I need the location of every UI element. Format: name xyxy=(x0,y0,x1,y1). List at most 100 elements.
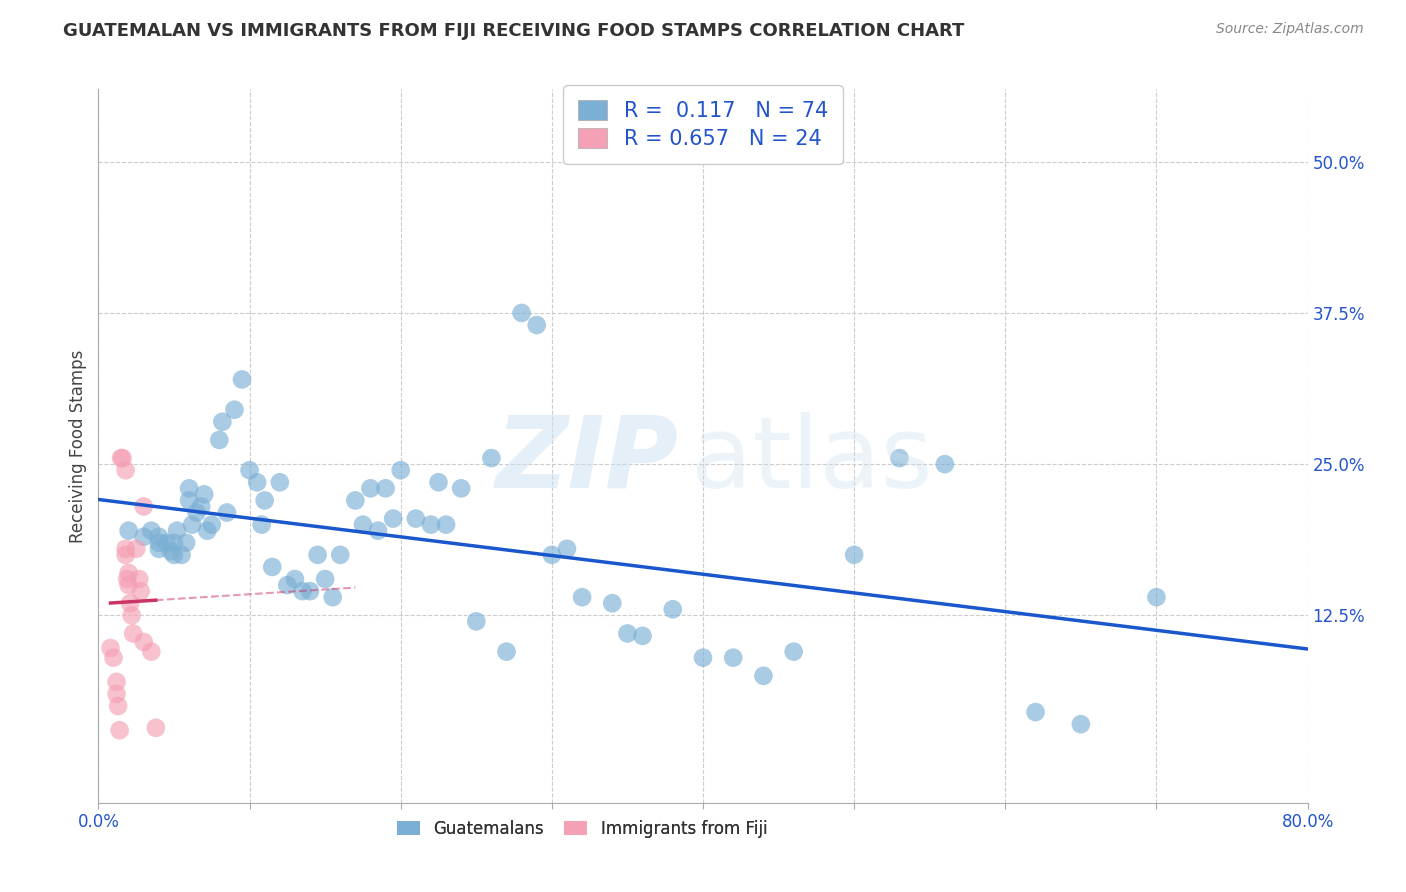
Point xyxy=(284,572,307,586)
Point xyxy=(571,590,593,604)
Point xyxy=(111,451,134,466)
Point xyxy=(382,511,405,525)
Point xyxy=(367,524,389,538)
Point xyxy=(250,517,273,532)
Point xyxy=(179,481,201,495)
Point xyxy=(692,650,714,665)
Point xyxy=(110,451,132,466)
Y-axis label: Receiving Food Stamps: Receiving Food Stamps xyxy=(69,350,87,542)
Point xyxy=(420,517,443,532)
Point xyxy=(132,530,155,544)
Point xyxy=(163,548,186,562)
Point xyxy=(141,645,163,659)
Point xyxy=(253,493,276,508)
Point xyxy=(427,475,450,490)
Point xyxy=(374,481,396,495)
Point xyxy=(405,511,427,525)
Point xyxy=(934,457,956,471)
Point xyxy=(723,650,745,665)
Point xyxy=(211,415,233,429)
Point xyxy=(208,433,231,447)
Point xyxy=(125,541,148,556)
Point xyxy=(160,544,183,558)
Point xyxy=(103,650,125,665)
Point xyxy=(132,635,155,649)
Point xyxy=(291,584,314,599)
Point xyxy=(481,451,503,466)
Point xyxy=(239,463,262,477)
Point xyxy=(186,506,208,520)
Point xyxy=(510,306,533,320)
Point xyxy=(118,524,141,538)
Point xyxy=(215,506,238,520)
Point xyxy=(163,535,186,549)
Point xyxy=(314,572,336,586)
Point xyxy=(307,548,329,562)
Point xyxy=(616,626,638,640)
Point xyxy=(118,578,141,592)
Point xyxy=(195,524,218,538)
Point xyxy=(526,318,548,332)
Point xyxy=(224,402,246,417)
Point xyxy=(121,608,143,623)
Text: Source: ZipAtlas.com: Source: ZipAtlas.com xyxy=(1216,22,1364,37)
Point xyxy=(465,615,488,629)
Point xyxy=(495,645,517,659)
Point xyxy=(201,517,224,532)
Point xyxy=(360,481,382,495)
Point xyxy=(181,517,204,532)
Point xyxy=(148,535,170,549)
Point xyxy=(631,629,654,643)
Point xyxy=(329,548,352,562)
Point xyxy=(352,517,374,532)
Point xyxy=(114,541,136,556)
Point xyxy=(1024,705,1046,719)
Point xyxy=(100,640,122,655)
Point xyxy=(752,669,775,683)
Point xyxy=(115,572,138,586)
Point xyxy=(389,463,412,477)
Point xyxy=(145,721,167,735)
Point xyxy=(155,535,177,549)
Point xyxy=(190,500,212,514)
Point xyxy=(179,493,201,508)
Point xyxy=(193,487,215,501)
Point xyxy=(129,584,152,599)
Point xyxy=(108,723,131,738)
Point xyxy=(262,560,284,574)
Point xyxy=(107,699,129,714)
Point xyxy=(276,578,298,592)
Point xyxy=(114,548,136,562)
Point xyxy=(661,602,683,616)
Text: ZIP: ZIP xyxy=(496,412,679,508)
Point xyxy=(148,541,170,556)
Point xyxy=(231,372,253,386)
Point xyxy=(148,530,170,544)
Point xyxy=(555,541,578,556)
Point xyxy=(122,626,145,640)
Point xyxy=(246,475,269,490)
Point xyxy=(844,548,866,562)
Point xyxy=(889,451,911,466)
Point xyxy=(783,645,806,659)
Point xyxy=(434,517,457,532)
Point xyxy=(141,524,163,538)
Point xyxy=(269,475,291,490)
Point xyxy=(540,548,562,562)
Point xyxy=(118,566,141,580)
Point xyxy=(114,463,136,477)
Point xyxy=(120,596,142,610)
Point xyxy=(105,687,128,701)
Point xyxy=(174,535,197,549)
Point xyxy=(166,524,188,538)
Point xyxy=(105,674,128,689)
Legend: Guatemalans, Immigrants from Fiji: Guatemalans, Immigrants from Fiji xyxy=(389,814,775,845)
Point xyxy=(344,493,367,508)
Point xyxy=(128,572,150,586)
Point xyxy=(450,481,472,495)
Text: atlas: atlas xyxy=(690,412,932,508)
Point xyxy=(1144,590,1167,604)
Text: GUATEMALAN VS IMMIGRANTS FROM FIJI RECEIVING FOOD STAMPS CORRELATION CHART: GUATEMALAN VS IMMIGRANTS FROM FIJI RECEI… xyxy=(63,22,965,40)
Point xyxy=(602,596,624,610)
Point xyxy=(299,584,322,599)
